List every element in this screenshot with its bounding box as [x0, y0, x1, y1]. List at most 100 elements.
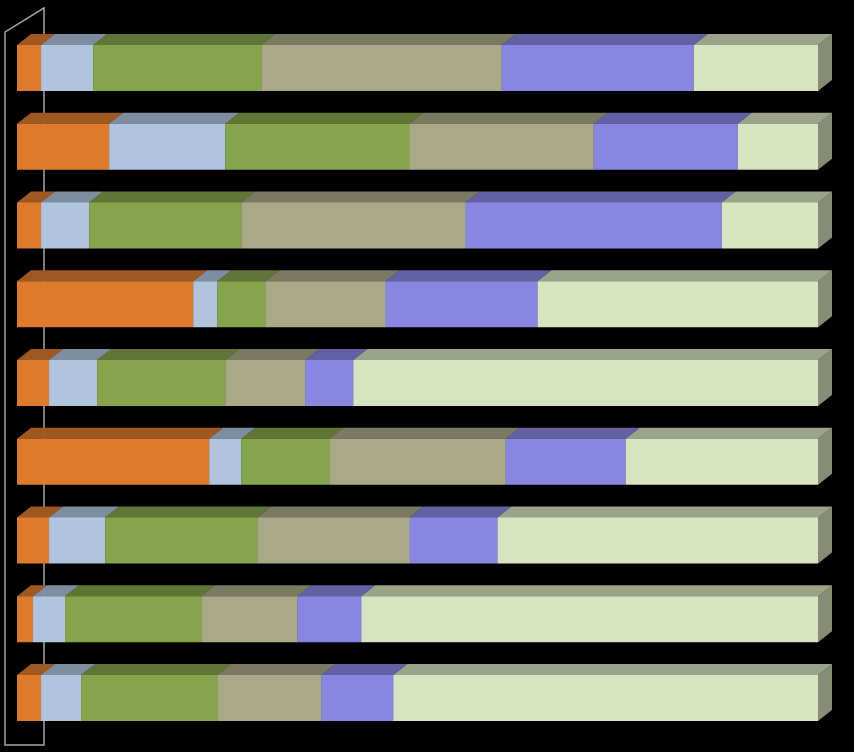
bar-top-s4-c2 — [465, 191, 736, 203]
bar-top-s3-c5 — [329, 427, 520, 439]
bar-top-s0-c6 — [17, 506, 64, 518]
bar-top-s1-c5 — [209, 427, 256, 439]
bar-top-s5-c6 — [497, 506, 832, 518]
bar-s4-c2 — [465, 202, 722, 249]
bar-side-c7 — [818, 585, 832, 643]
bar-s0-c0 — [17, 45, 42, 91]
bar-top-s3-c4 — [225, 349, 320, 360]
bar-side-c3 — [818, 270, 832, 328]
bar-side-c1 — [818, 112, 832, 170]
bar-top-s5-c3 — [537, 270, 832, 282]
bar-top-s0-c1 — [17, 112, 124, 124]
bar-top-s1-c8 — [41, 664, 96, 675]
bar-s5-c8 — [393, 675, 818, 721]
bar-s2-c3 — [217, 281, 266, 328]
bar-top-s1-c1 — [109, 112, 240, 124]
bar-s4-c5 — [505, 438, 626, 485]
bar-top-s3-c6 — [257, 506, 424, 518]
bar-top-s3-c2 — [241, 191, 480, 203]
axis-frame — [4, 6, 45, 746]
bar-top-s1-c7 — [33, 585, 80, 597]
bar-s2-c7 — [65, 596, 202, 643]
bar-s2-c6 — [105, 517, 258, 564]
bar-top-s4-c4 — [305, 349, 368, 360]
bar-top-s4-c3 — [385, 270, 552, 282]
bar-s1-c4 — [49, 360, 98, 406]
bar-top-s4-c7 — [297, 585, 376, 597]
bar-s1-c6 — [49, 517, 106, 564]
bar-s5-c5 — [625, 438, 818, 485]
bar-top-s2-c8 — [81, 664, 232, 675]
bar-s3-c2 — [241, 202, 466, 249]
bar-s4-c7 — [297, 596, 362, 643]
bar-s0-c2 — [17, 202, 42, 249]
bar-top-s4-c5 — [505, 427, 640, 439]
bar-top-s0-c5 — [17, 427, 224, 439]
bar-top-s2-c1 — [225, 112, 424, 124]
bar-s2-c5 — [241, 438, 330, 485]
bar-side-c4 — [818, 349, 832, 406]
bar-top-s5-c0 — [693, 34, 832, 45]
bar-top-s1-c3 — [193, 270, 232, 282]
bar-s1-c1 — [109, 123, 226, 170]
bar-s1-c2 — [41, 202, 90, 249]
bar-top-s3-c0 — [261, 34, 516, 45]
bar-top-s5-c5 — [625, 427, 832, 439]
bar-side-c6 — [818, 506, 832, 564]
bar-top-s0-c3 — [17, 270, 208, 282]
bar-top-s4-c0 — [501, 34, 708, 45]
bar-s5-c2 — [721, 202, 818, 249]
bar-top-s0-c7 — [17, 585, 48, 597]
bar-s0-c5 — [17, 438, 210, 485]
bar-side-c8 — [818, 664, 832, 721]
bar-s0-c1 — [17, 123, 110, 170]
bar-s2-c8 — [81, 675, 218, 721]
bar-top-s4-c1 — [593, 112, 752, 124]
bar-s1-c8 — [41, 675, 82, 721]
bar-top-s0-c2 — [17, 191, 56, 203]
bar-s5-c6 — [497, 517, 818, 564]
bar-s3-c7 — [201, 596, 298, 643]
bar-s0-c6 — [17, 517, 50, 564]
bar-s3-c3 — [265, 281, 386, 328]
bar-s0-c4 — [17, 360, 50, 406]
bar-s1-c3 — [193, 281, 218, 328]
bar-s0-c7 — [17, 596, 34, 643]
bar-side-c5 — [818, 427, 832, 485]
bar-top-s1-c6 — [49, 506, 120, 518]
bar-s1-c0 — [41, 45, 94, 91]
bar-s2-c2 — [89, 202, 242, 249]
bar-s5-c4 — [353, 360, 818, 406]
bar-top-s3-c3 — [265, 270, 400, 282]
bar-s5-c1 — [737, 123, 818, 170]
bar-top-s3-c8 — [217, 664, 336, 675]
bar-top-s5-c4 — [353, 349, 832, 360]
bar-top-s4-c8 — [321, 664, 408, 675]
bar-top-s1-c2 — [41, 191, 104, 203]
bar-s3-c6 — [257, 517, 410, 564]
bar-s3-c1 — [409, 123, 594, 170]
bar-top-s2-c5 — [241, 427, 344, 439]
bar-top-s0-c4 — [17, 349, 64, 360]
bar-s1-c7 — [33, 596, 66, 643]
bar-top-s4-c6 — [409, 506, 512, 518]
bar-s0-c3 — [17, 281, 194, 328]
bar-top-s3-c1 — [409, 112, 608, 124]
bar-s5-c0 — [693, 45, 818, 91]
bar-s3-c0 — [261, 45, 502, 91]
bar-s4-c8 — [321, 675, 394, 721]
bar-s5-c3 — [537, 281, 818, 328]
bar-s2-c0 — [93, 45, 262, 91]
bar-s2-c4 — [97, 360, 226, 406]
bar-top-s2-c2 — [89, 191, 256, 203]
bar-s4-c4 — [305, 360, 354, 406]
bar-s1-c5 — [209, 438, 242, 485]
bar-top-s5-c8 — [393, 664, 832, 675]
bar-top-s0-c0 — [17, 34, 56, 45]
bar-top-s2-c6 — [105, 506, 272, 518]
bar-side-c0 — [818, 34, 832, 91]
bar-s4-c1 — [593, 123, 738, 170]
bar-s3-c4 — [225, 360, 306, 406]
bar-top-s1-c0 — [41, 34, 108, 45]
bar-top-s5-c1 — [737, 112, 832, 124]
